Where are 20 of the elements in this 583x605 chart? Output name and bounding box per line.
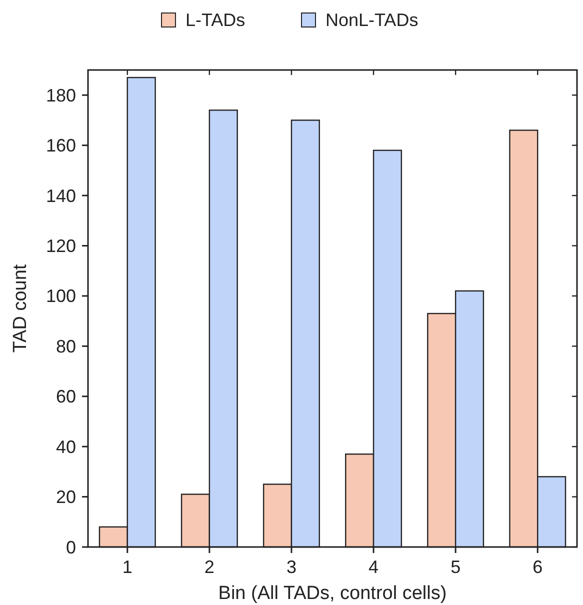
y-tick-label: 180 (46, 85, 76, 106)
legend-label: L-TADs (186, 10, 246, 30)
x-tick-label: 3 (286, 557, 296, 577)
x-tick-label: 1 (122, 557, 132, 577)
legend-label: NonL-TADs (326, 10, 418, 30)
x-tick-label: 2 (204, 557, 214, 577)
x-axis-title: Bin (All TADs, control cells) (218, 583, 447, 604)
y-tick-label: 60 (56, 386, 76, 407)
x-tick-label: 5 (450, 557, 461, 577)
y-tick-label: 100 (46, 286, 76, 306)
y-tick-label: 40 (56, 436, 76, 457)
y-axis-title: TAD count (10, 264, 31, 353)
x-tick-label: 4 (368, 557, 379, 577)
x-tick-label: 6 (532, 557, 543, 577)
y-tick-label: 120 (46, 236, 76, 256)
y-tick-label: 80 (56, 336, 76, 356)
y-tick-label: 160 (46, 136, 76, 156)
y-tick-label: 20 (56, 487, 76, 508)
y-tick-label: 140 (46, 186, 76, 206)
y-tick-label: 0 (66, 537, 76, 558)
